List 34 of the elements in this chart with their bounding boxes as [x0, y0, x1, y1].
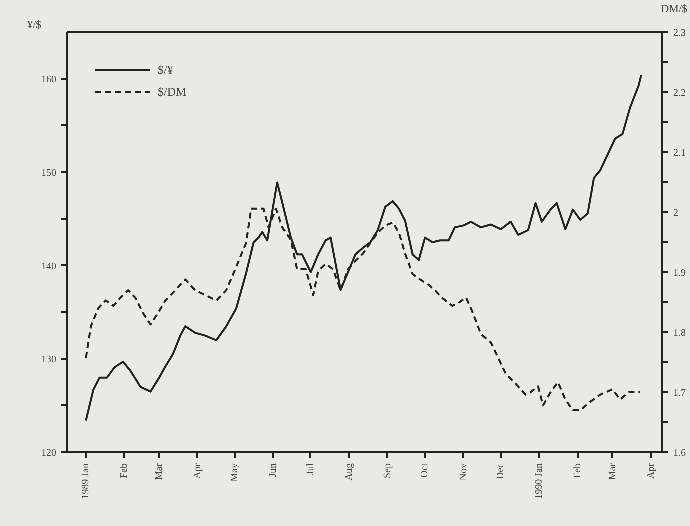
y2-tick-label: 1.8 [674, 328, 686, 339]
x-tick-label: Dec [496, 462, 507, 480]
x-tick-label: 1990 Jan [534, 463, 546, 500]
x-tick-label: Apr [192, 462, 204, 480]
x-tick-label: May [230, 463, 241, 482]
y-tick-label: 120 [42, 448, 56, 459]
x-tick-label: Nov [458, 463, 470, 481]
legend-label: $/¥ [158, 62, 174, 78]
y-axis-title: ¥/$ [28, 20, 42, 32]
legend-label: $/DM [158, 84, 187, 100]
y2-tick-label: 2.2 [674, 88, 686, 99]
x-tick-label: Feb [119, 464, 130, 478]
y2-tick-label: 1.7 [674, 388, 686, 399]
y2-axis-title: DM/$ [661, 4, 688, 16]
line-series [85, 74, 642, 422]
y2-tick-label: 1.6 [674, 448, 686, 459]
x-tick-label: Jul [305, 463, 316, 476]
x-tick-label: 1989 Jan [80, 463, 92, 500]
y2-tick-label: 2 [674, 208, 678, 219]
y-tick-label: 140 [42, 261, 56, 272]
x-tick-label: Oct [420, 463, 431, 478]
y2-tick-label: 1.9 [674, 268, 686, 279]
x-tick-label: Apr [646, 462, 657, 480]
x-tick-label: Feb [572, 464, 584, 478]
y2-tick-label: 2.3 [674, 28, 686, 39]
y-tick-label: 160 [42, 74, 56, 86]
y2-tick-label: 2.1 [674, 148, 686, 159]
x-tick-label: Mar [607, 462, 618, 480]
x-tick-label: Aug [344, 463, 355, 481]
x-tick-label: Mar [154, 462, 165, 480]
y-tick-label: 130 [42, 354, 56, 366]
y-tick-label: 150 [42, 168, 56, 179]
x-tick-label: Jun [268, 463, 280, 478]
x-tick-label: Sep [382, 464, 394, 478]
